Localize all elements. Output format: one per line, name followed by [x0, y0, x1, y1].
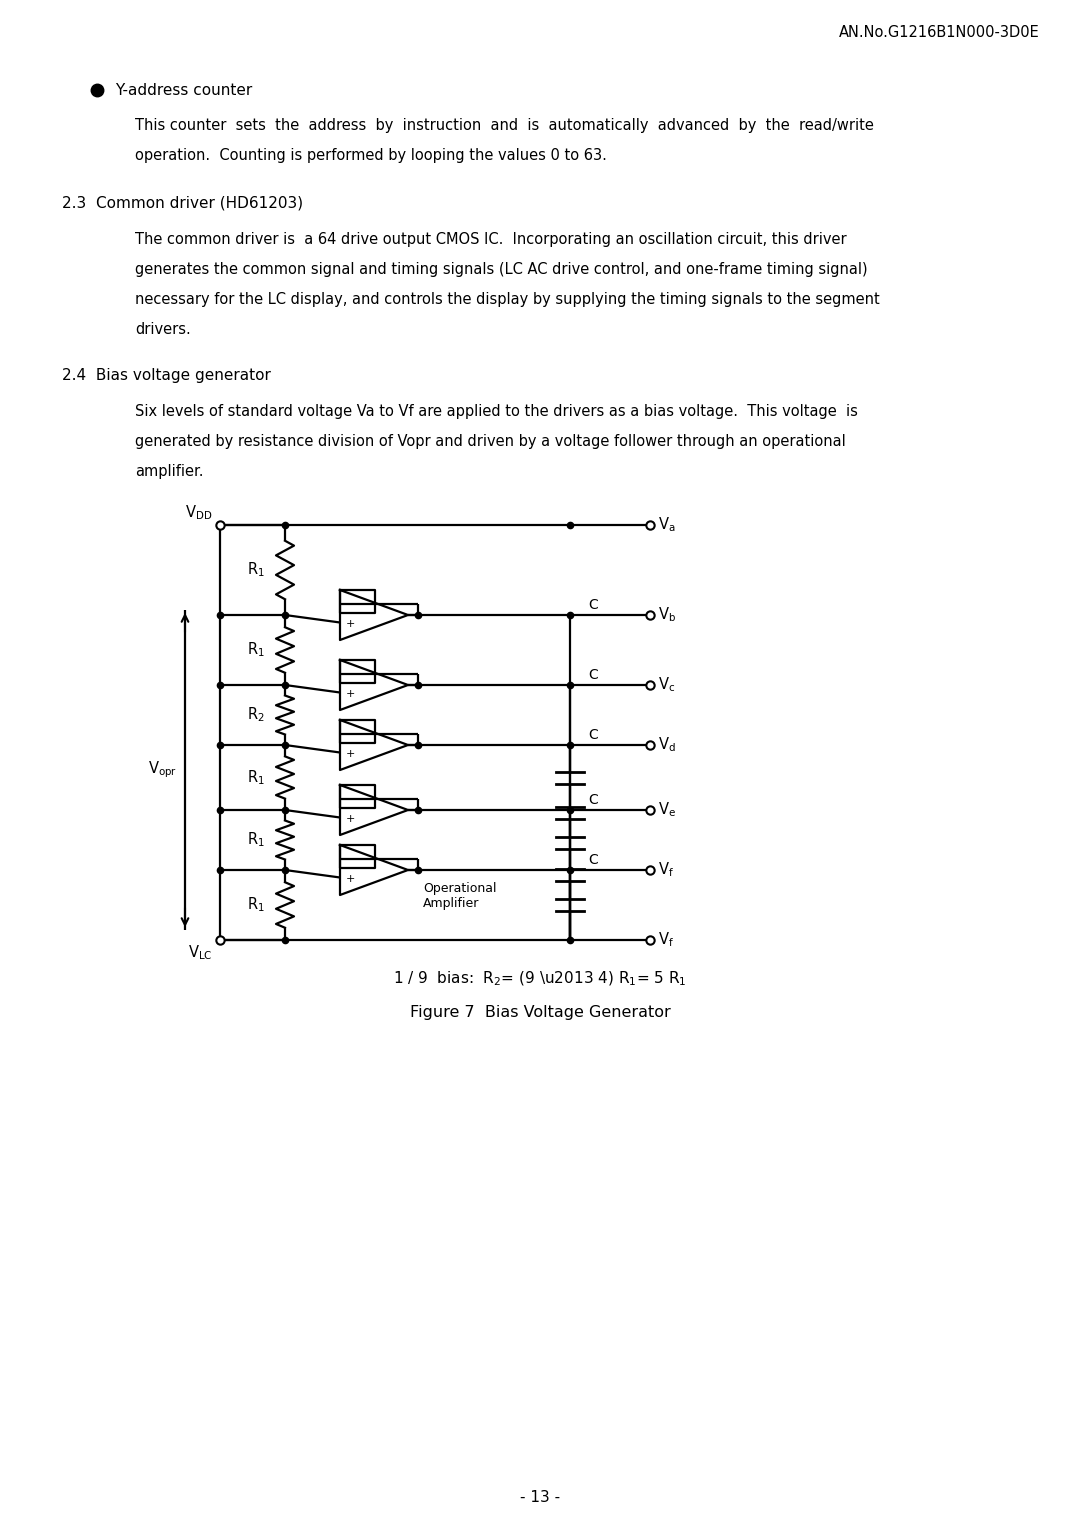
Text: V$_{\rm d}$: V$_{\rm d}$: [658, 735, 676, 755]
Text: R$_1$: R$_1$: [247, 561, 265, 579]
Text: +: +: [346, 814, 354, 824]
Text: +: +: [346, 619, 354, 630]
Text: R$_2$: R$_2$: [247, 706, 265, 724]
Text: drivers.: drivers.: [135, 322, 191, 338]
Text: V$_{\rm opr}$: V$_{\rm opr}$: [148, 759, 177, 781]
Text: C: C: [588, 597, 597, 613]
Text: −: −: [346, 599, 354, 610]
Text: V$_{\rm e}$: V$_{\rm e}$: [658, 801, 676, 819]
Text: V$_{\rm LC}$: V$_{\rm LC}$: [188, 943, 212, 961]
Text: generates the common signal and timing signals (LC AC drive control, and one-fra: generates the common signal and timing s…: [135, 261, 867, 277]
Text: operation.  Counting is performed by looping the values 0 to 63.: operation. Counting is performed by loop…: [135, 148, 607, 163]
Text: C: C: [588, 853, 597, 866]
Text: −: −: [346, 854, 354, 863]
Text: generated by resistance division of Vopr and driven by a voltage follower throug: generated by resistance division of Vopr…: [135, 434, 846, 449]
Text: −: −: [346, 729, 354, 740]
Text: +: +: [346, 749, 354, 759]
Text: This counter  sets  the  address  by  instruction  and  is  automatically  advan: This counter sets the address by instruc…: [135, 118, 874, 133]
Text: R$_1$: R$_1$: [247, 640, 265, 660]
Text: V$_{\rm DD}$: V$_{\rm DD}$: [185, 503, 212, 523]
Text: R$_1$: R$_1$: [247, 769, 265, 787]
Text: V$_{\rm f}$: V$_{\rm f}$: [658, 860, 674, 879]
Text: V$_{\rm b}$: V$_{\rm b}$: [658, 605, 676, 625]
Text: Y-address counter: Y-address counter: [114, 83, 253, 98]
Text: 2.4  Bias voltage generator: 2.4 Bias voltage generator: [62, 368, 271, 384]
Text: The common driver is  a 64 drive output CMOS IC.  Incorporating an oscillation c: The common driver is a 64 drive output C…: [135, 232, 847, 248]
Text: AN.No.G1216B1N000-3D0E: AN.No.G1216B1N000-3D0E: [839, 24, 1040, 40]
Text: −: −: [346, 795, 354, 804]
Text: V$_{\rm c}$: V$_{\rm c}$: [658, 675, 675, 694]
Text: R$_1$: R$_1$: [247, 895, 265, 914]
Text: 1 / 9  bias:  R$_2$= (9 \u2013 4) R$_1$= 5 R$_1$: 1 / 9 bias: R$_2$= (9 \u2013 4) R$_1$= 5…: [393, 970, 687, 989]
Text: Figure 7  Bias Voltage Generator: Figure 7 Bias Voltage Generator: [409, 1005, 671, 1021]
Text: necessary for the LC display, and controls the display by supplying the timing s: necessary for the LC display, and contro…: [135, 292, 880, 307]
Text: V$_{\rm f}$: V$_{\rm f}$: [658, 931, 674, 949]
Text: amplifier.: amplifier.: [135, 465, 203, 478]
Text: C: C: [588, 793, 597, 807]
Text: Operational
Amplifier: Operational Amplifier: [423, 882, 497, 911]
Text: C: C: [588, 727, 597, 743]
Text: Six levels of standard voltage Va to Vf are applied to the drivers as a bias vol: Six levels of standard voltage Va to Vf …: [135, 403, 858, 419]
Text: R$_1$: R$_1$: [247, 831, 265, 850]
Text: −: −: [346, 669, 354, 678]
Text: +: +: [346, 689, 354, 698]
Text: V$_{\rm a}$: V$_{\rm a}$: [658, 515, 675, 535]
Text: - 13 -: - 13 -: [519, 1490, 561, 1505]
Text: C: C: [588, 668, 597, 681]
Text: +: +: [346, 874, 354, 885]
Text: 2.3  Common driver (HD61203): 2.3 Common driver (HD61203): [62, 196, 303, 211]
